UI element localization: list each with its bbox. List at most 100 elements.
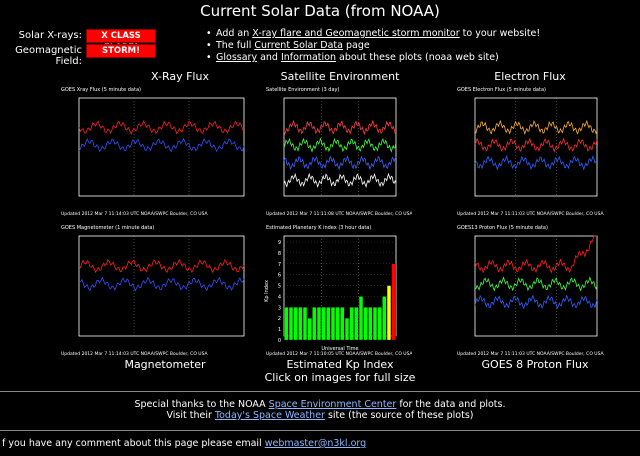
contact-line: f you have any comment about this page p… — [2, 438, 640, 449]
link[interactable]: Current Solar Data — [254, 40, 343, 51]
y-tick-label: 6 — [278, 273, 281, 279]
kp-bar — [326, 307, 331, 341]
plot-heading: Electron Flux — [494, 70, 566, 83]
plot-footer: Updated 2012 Mar 7 11:14:03 UTC NOAA/SWP… — [61, 351, 209, 357]
text: page — [342, 40, 370, 51]
plot-curve — [78, 258, 245, 274]
kp-bar — [358, 296, 364, 341]
text: to your website! — [459, 28, 541, 39]
kp-bar — [302, 307, 308, 341]
plot-curve — [474, 137, 598, 153]
plot-curve — [474, 119, 598, 135]
status-label: Geomagnetic Field: — [15, 45, 82, 67]
plot-curve — [283, 119, 397, 136]
kp-bar — [391, 263, 396, 341]
plot-image: Satellite Environment (3 day) Updated 201… — [262, 84, 412, 218]
text: Visit their — [166, 410, 215, 421]
bullet-item: Glossary and Information about these plo… — [206, 52, 499, 63]
text: Special thanks to the NOAA — [134, 399, 269, 410]
plot-title: Estimated Planetary K index (3 hour data… — [266, 225, 371, 231]
plot-image: GOES13 Proton Flux (5 minute data) Update… — [453, 222, 613, 358]
y-tick-label: 4 — [278, 294, 281, 300]
kp-bar — [307, 318, 312, 341]
plot-title: Satellite Environment (3 day) — [266, 87, 340, 93]
kp-bar — [312, 307, 317, 341]
plot-footer: Updated 2012 Mar 7 11:11:03 UTC NOAA/SWP… — [457, 211, 605, 217]
plot-title: GOES Electron Flux (5 minute data) — [457, 87, 546, 93]
link[interactable]: X-ray flare and Geomagnetic storm monito… — [252, 28, 460, 39]
text: about these plots (noaa web site) — [335, 52, 499, 63]
plot-curve — [474, 294, 598, 310]
text: and — [257, 52, 281, 63]
status-label: Solar X-rays: — [18, 30, 82, 41]
kp-bar — [298, 307, 303, 341]
plot-caption: Estimated Kp Index — [286, 358, 394, 371]
text: site (the source of these plots) — [324, 410, 474, 421]
plot-footer: Updated 2012 Mar 7 11:14:03 UTC NOAA/SWP… — [61, 211, 209, 217]
page-title: Current Solar Data (from NOAA) — [200, 2, 440, 20]
plot-frame — [78, 235, 245, 337]
y-tick-label: 0 — [278, 338, 281, 344]
kp-bar — [316, 307, 322, 341]
y-tick-label: 9 — [278, 240, 281, 246]
kp-bar — [340, 307, 345, 341]
plot-frame — [474, 97, 598, 197]
status-badge: STORM! — [86, 44, 156, 58]
y-tick-label: 3 — [278, 305, 281, 311]
kp-bar — [349, 307, 354, 341]
link[interactable]: Information — [280, 52, 336, 63]
plot-curve — [474, 276, 598, 292]
plot-image: GOES Xray Flux (5 minute data) Updated 20… — [57, 84, 260, 218]
status-badge: X CLASS FLARE! — [86, 29, 156, 53]
link[interactable]: Today's Space Weather — [214, 410, 325, 421]
kp-bar — [344, 318, 350, 341]
plot-footer: Updated 2012 Mar 7 11:11:03 UTC NOAA/SWP… — [457, 351, 605, 357]
kp-bar — [386, 285, 392, 341]
kp-bar — [330, 307, 336, 341]
bullet-item: Add an X-ray flare and Geomagnetic storm… — [206, 28, 541, 39]
link[interactable]: webmaster@n3kl.org — [264, 438, 367, 449]
kp-bar — [321, 307, 326, 341]
kp-bar — [354, 307, 359, 341]
plot-image: GOES Electron Flux (5 minute data) Update… — [453, 84, 613, 218]
plot-frame — [283, 235, 397, 337]
y-tick-label: 8 — [278, 251, 281, 257]
divider — [0, 430, 640, 431]
plot-curve — [78, 276, 245, 292]
kp-bar — [288, 307, 294, 341]
bullet-item: The full Current Solar Data page — [206, 40, 370, 51]
plot-curve — [283, 155, 397, 171]
plot-title: GOES13 Proton Flux (5 minute data) — [457, 225, 548, 231]
kp-bar — [382, 296, 387, 341]
plot-caption: Magnetometer — [124, 358, 206, 371]
link[interactable]: Glossary — [216, 52, 258, 63]
plot-title: GOES Magnetometer (1 minute data) — [61, 225, 154, 231]
plot-footer: Updated 2012 Mar 7 11:11:08 UTC NOAA/SWP… — [266, 211, 412, 217]
plot-curve — [474, 235, 597, 274]
plot-title: GOES Xray Flux (5 minute data) — [61, 87, 141, 93]
plot-image: GOES Magnetometer (1 minute data) Updated… — [57, 222, 260, 358]
plot-image: Estimated Planetary K index (3 hour data… — [262, 222, 412, 358]
text: Add an — [216, 28, 253, 39]
link[interactable]: Space Environment Center — [268, 399, 397, 410]
text: f you have any comment about this page p… — [2, 438, 265, 449]
y-tick-label: 5 — [278, 284, 281, 290]
plot-curve — [283, 137, 397, 153]
plot-heading: X-Ray Flux — [151, 70, 209, 83]
kp-bar — [377, 307, 382, 341]
kp-bar — [293, 307, 298, 341]
kp-bar — [368, 307, 373, 341]
x-axis-label: Universal Time — [321, 346, 358, 352]
y-tick-label: 1 — [278, 327, 281, 333]
kp-bar — [335, 307, 340, 341]
plot-curve — [283, 172, 397, 189]
plot-curve — [78, 120, 245, 135]
text: for the data and plots. — [396, 399, 506, 410]
click-hint: Click on images for full size — [264, 371, 416, 384]
footer-line: Visit their Today's Space Weather site (… — [0, 410, 640, 421]
kp-bar — [284, 307, 289, 341]
y-axis-label: Kp Index — [264, 280, 270, 302]
y-tick-label: 2 — [278, 316, 281, 322]
plot-footer: Updated 2012 Mar 7 11:10:05 UTC NOAA/SWP… — [266, 351, 412, 357]
